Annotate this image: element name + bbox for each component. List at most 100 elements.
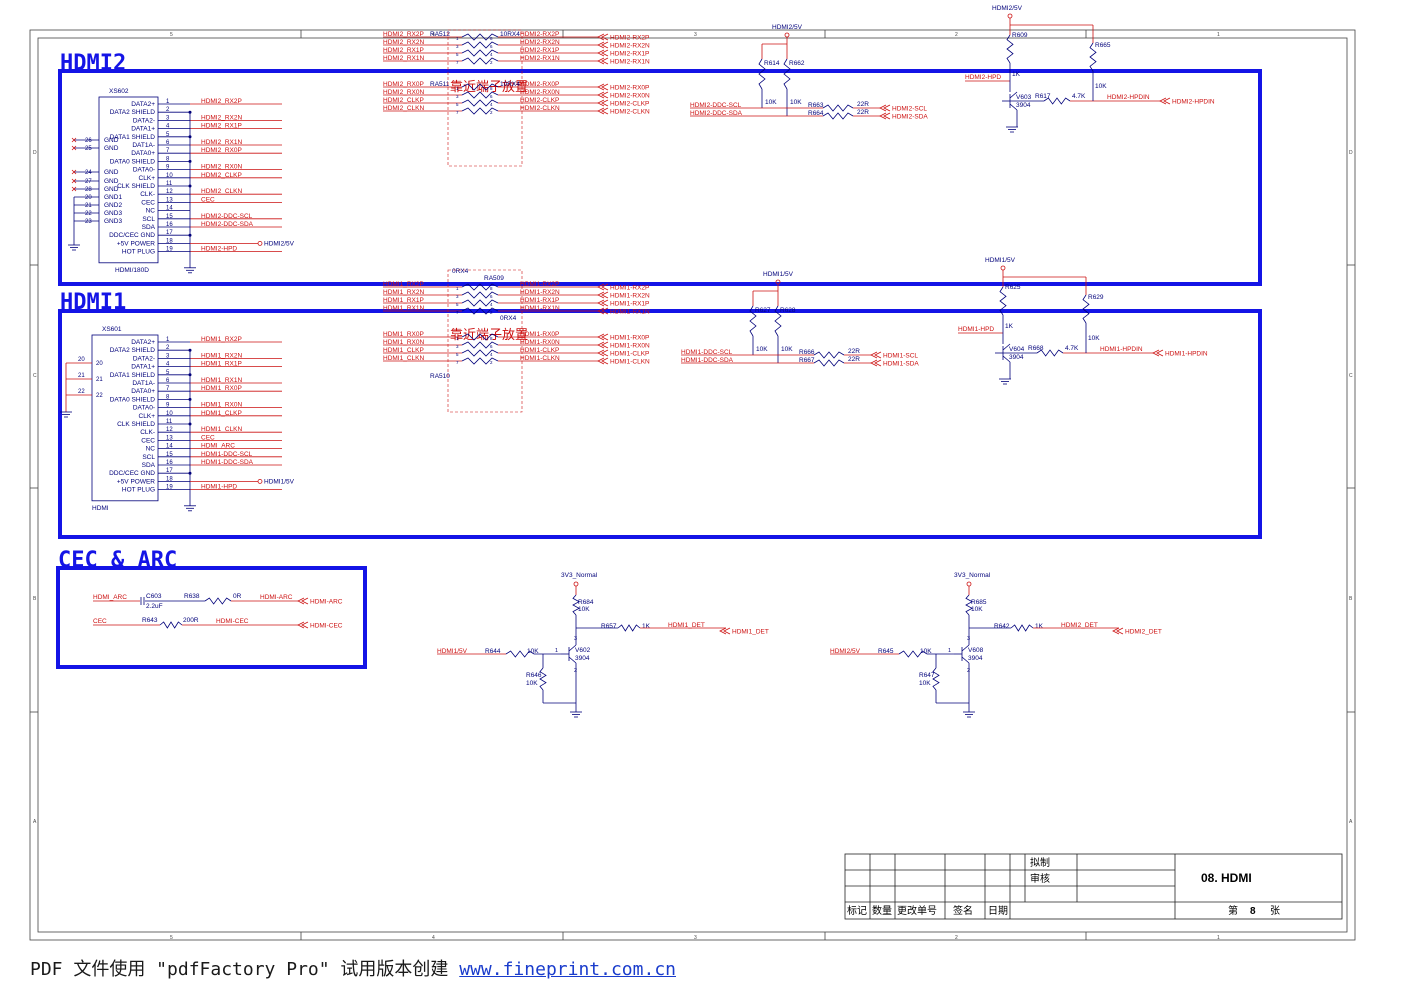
- nc-mark: [71, 169, 77, 175]
- connector-pin-name: CLK SHIELD: [117, 183, 155, 190]
- resistor-array-element: [461, 349, 499, 357]
- hpd-resistor: [1089, 42, 1097, 72]
- port-arrow: [601, 91, 609, 99]
- power-label: HDMI2/5V: [992, 5, 1023, 12]
- connector-pin-number: 8: [166, 156, 170, 162]
- resistor-value: 1K: [1035, 623, 1044, 630]
- pin-number: 4: [490, 302, 493, 307]
- pin-number: 7: [456, 60, 459, 65]
- resistor-value: 10K: [1095, 83, 1107, 90]
- resistor-value: 10K: [526, 680, 538, 687]
- connector-pin-name: DATA2 SHIELD: [110, 109, 156, 116]
- resistor-value: 10K: [920, 648, 932, 655]
- junction: [188, 233, 192, 237]
- transistor-ref: V604: [1009, 346, 1025, 353]
- zone-col-bottom: 1: [1217, 935, 1220, 941]
- net-label: HDMI2_CLKP: [383, 97, 424, 104]
- resistor-value: 22R: [848, 348, 860, 355]
- title-col-mark: 标记: [847, 905, 867, 917]
- cec-arc-circuit: HDMI_ARC C603 2.2uF R638 0R HDMI-ARC HDMI-ARC C…: [93, 593, 343, 630]
- pin-number: 6: [490, 44, 493, 49]
- resistor-array-element: [461, 33, 499, 41]
- resistor-ref: R647: [919, 672, 935, 679]
- capacitor-ref: C603: [146, 593, 162, 600]
- transistor-emitter: [1009, 103, 1018, 111]
- port-arrow: [874, 351, 882, 359]
- port-arrow: [1159, 97, 1167, 105]
- connector-pin-number: 5: [166, 370, 170, 376]
- net-label: HDMI2/5V: [830, 648, 861, 655]
- net-label: HDMI1_CLKP: [201, 410, 242, 417]
- port-label: HDMI-ARC: [310, 599, 343, 606]
- transistor-ref: V602: [575, 647, 591, 654]
- title-col-change: 更改单号: [897, 904, 937, 917]
- resistor-array-value: 0RX4: [452, 268, 469, 275]
- zone-row-right: A: [1349, 819, 1353, 825]
- junction: [188, 373, 192, 377]
- resistor-value: 10K: [919, 680, 931, 687]
- zone-col-bottom: 4: [432, 935, 435, 941]
- footer-text: PDF 文件使用 "pdfFactory Pro" 试用版本创建: [30, 959, 460, 980]
- connector-pin-name: DATA0 SHIELD: [110, 158, 156, 165]
- connector-left-pin-number: 24: [85, 170, 92, 176]
- net-label: HDMI2-CLKP: [520, 97, 559, 104]
- junction: [188, 135, 192, 139]
- connector-pin-number: 13: [166, 197, 173, 203]
- resistor-array-ref: RA512: [430, 31, 450, 38]
- port-arrow: [601, 99, 609, 107]
- net-label: HDMI2_DET: [1061, 622, 1098, 629]
- port-label: HDMI2-RX0N: [610, 93, 650, 100]
- pin-number: 2: [967, 668, 970, 674]
- port-arrow: [597, 41, 605, 49]
- port-arrow: [601, 349, 609, 357]
- pin-number: 7: [456, 360, 459, 365]
- port-arrow: [597, 299, 605, 307]
- connector-pin-number: 1: [166, 99, 170, 105]
- resistor-array-value: 10RX4: [500, 31, 520, 38]
- power-pin: [966, 581, 972, 587]
- hdmi2-section-box: [58, 69, 1262, 286]
- port-arrow: [601, 107, 609, 115]
- net-label: HDMI2_RX1P: [383, 47, 424, 54]
- junction: [188, 184, 192, 188]
- net-label: HDMI1-CLKP: [520, 347, 559, 354]
- connector-pin-name: CLK+: [139, 175, 156, 182]
- port-label: HDMI2-SDA: [892, 114, 928, 121]
- footer-link[interactable]: www.fineprint.com.cn: [459, 959, 676, 980]
- port-label: HDMI2-CLKN: [610, 109, 650, 116]
- connector-pin-number: 11: [166, 181, 173, 187]
- connector-pin-name: +5V POWER: [117, 240, 155, 247]
- resistor-ref: R665: [1095, 42, 1111, 49]
- power-pin: [1000, 265, 1006, 271]
- pin-number: 3: [456, 294, 459, 299]
- pullup-resistor: [965, 594, 973, 616]
- series-resistor: [1010, 624, 1034, 632]
- connector-left-pin-name: GND: [104, 169, 119, 176]
- bias-resistor: [932, 667, 940, 691]
- net-label: HDMI1-HPD: [201, 484, 237, 491]
- port-label: HDMI2-HPDIN: [1172, 99, 1215, 106]
- power-label: HDMI1/5V: [264, 478, 295, 485]
- port-arrow: [597, 333, 605, 341]
- connector-pin-number: 3: [166, 115, 170, 121]
- net-label: HDMI1_RX0N: [383, 339, 424, 346]
- pin-number: 7: [456, 310, 459, 315]
- zone-col-top: 5: [170, 32, 173, 38]
- transistor-ref: V603: [1016, 94, 1032, 101]
- port-arrow: [597, 33, 605, 41]
- resistor-array-element: [461, 291, 499, 299]
- net-label: HDMI1-DDC-SDA: [681, 357, 734, 364]
- port-label: HDMI1-RX0P: [610, 335, 649, 342]
- connector-pin-name: DATA0-: [133, 405, 155, 412]
- resistor-ref: R663: [808, 102, 824, 109]
- junction: [188, 348, 192, 352]
- series-resistor: [813, 351, 845, 359]
- hdmi1-title: HDMI1: [60, 290, 126, 315]
- port-arrow: [597, 291, 605, 299]
- resistor-value: 22R: [848, 356, 860, 363]
- power-pin: [1007, 13, 1013, 19]
- pin-number: 5: [456, 352, 459, 357]
- port-arrow: [597, 107, 605, 115]
- zone-row-left: C: [33, 373, 37, 379]
